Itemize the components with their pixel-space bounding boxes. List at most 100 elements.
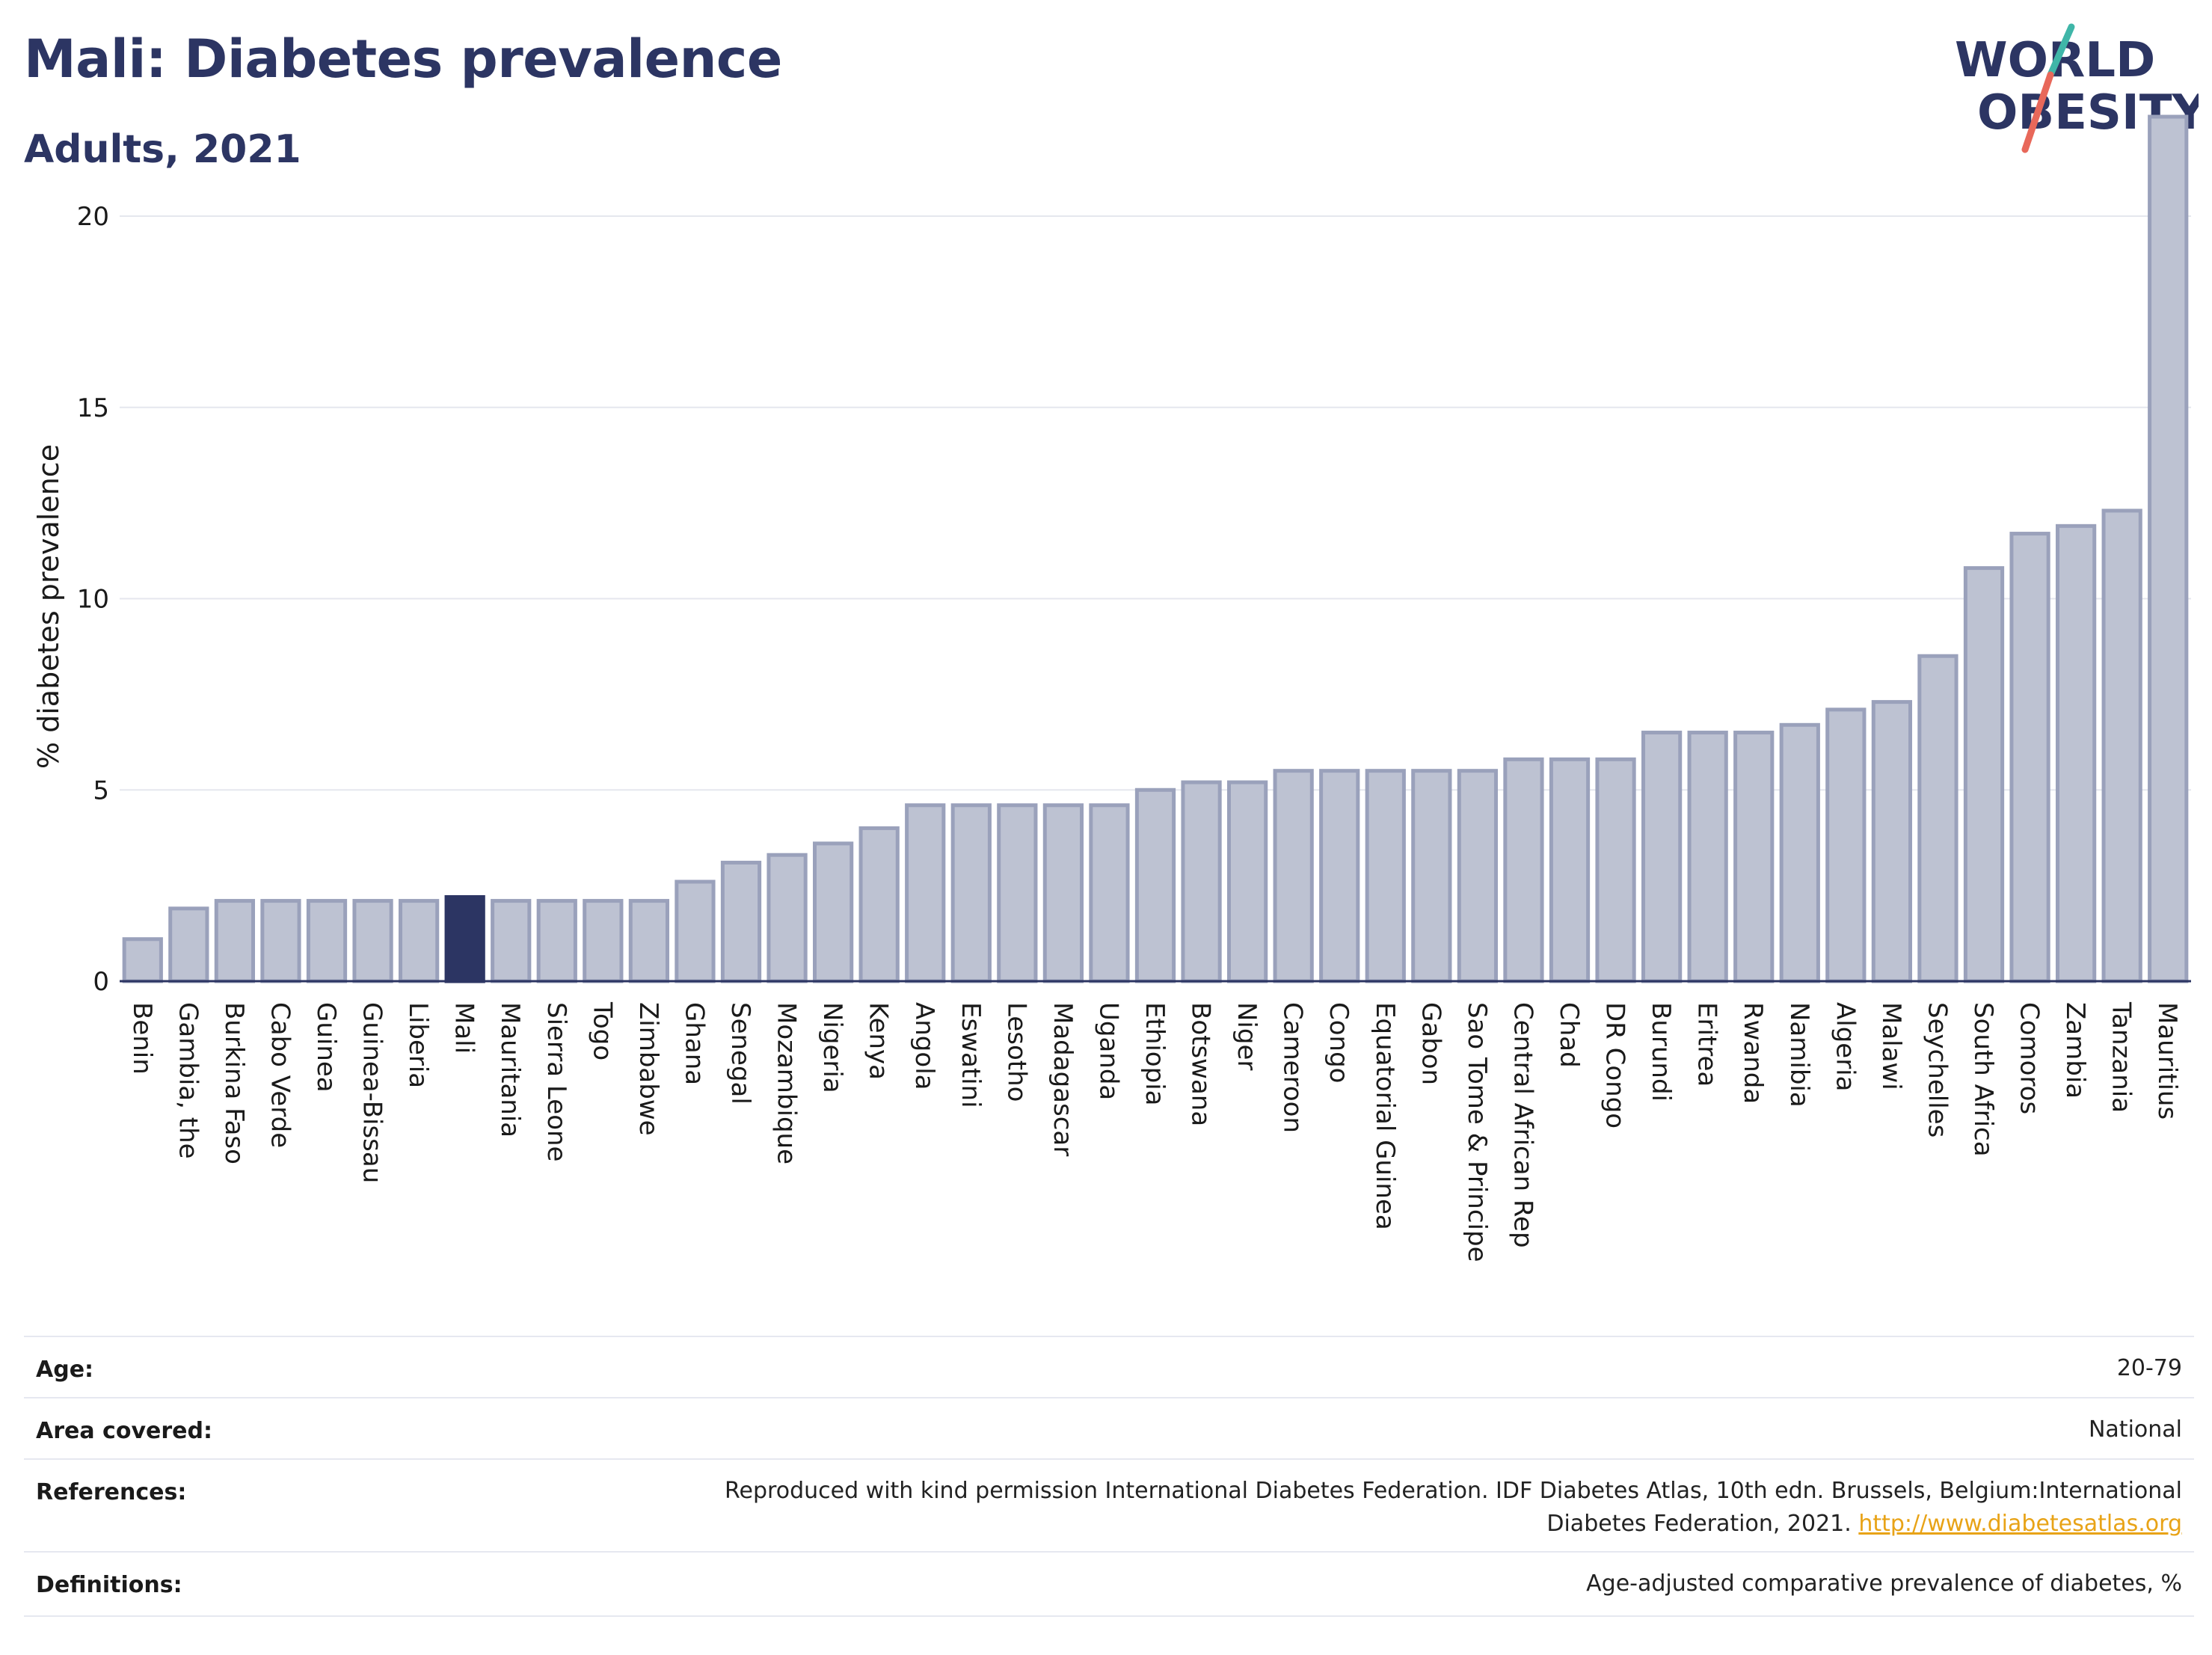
area-label: Area covered:	[36, 1418, 212, 1444]
y-tick-labels: 0 5 10 15 20	[77, 202, 109, 997]
bar-burkina-faso	[214, 899, 256, 983]
x-tick-label: Chad	[1554, 1002, 1584, 1068]
bar-seychelles	[1917, 654, 1958, 983]
x-tick-label: Rwanda	[1738, 1002, 1768, 1104]
x-tick-label: Tanzania	[2107, 1001, 2136, 1113]
page-subtitle: Adults, 2021	[24, 127, 301, 172]
x-tick-label: Lesotho	[1001, 1002, 1031, 1102]
y-tick-label: 15	[77, 393, 109, 423]
x-tick-label: Namibia	[1784, 1002, 1814, 1108]
x-tick-labels: Benin Gambia, the Burkina Faso Cabo Verde Gu…	[127, 1001, 2182, 1262]
age-label: Age:	[36, 1357, 94, 1383]
age-value: 20-79	[2116, 1355, 2182, 1381]
x-tick-label: Sao Tome & Principe	[1462, 1002, 1492, 1262]
bar-cameroon	[1273, 769, 1314, 983]
x-tick-label: Senegal	[725, 1002, 755, 1105]
bar-eswatini	[950, 803, 992, 983]
bar-equatorial-guinea	[1365, 769, 1406, 983]
bar-south-africa	[1963, 566, 2005, 983]
bar-lesotho	[997, 803, 1038, 983]
x-tick-label: Mali	[449, 1002, 479, 1054]
bar-senegal	[720, 860, 762, 983]
x-tick-label: Malawi	[1876, 1002, 1906, 1090]
y-tick-label: 20	[77, 202, 109, 232]
y-axis-label: % diabetes prevalence	[32, 444, 65, 769]
bar-eritrea	[1687, 731, 1728, 983]
x-tick-label: South Africa	[1968, 1002, 1998, 1157]
references-label: References:	[36, 1479, 187, 1505]
references-value: Reproduced with kind permission Internat…	[387, 1475, 2182, 1541]
bars	[122, 114, 2189, 983]
x-tick-label: Ethiopia	[1140, 1002, 1170, 1105]
x-tick-label: Eritrea	[1692, 1002, 1722, 1087]
bar-guinea-bissau	[352, 899, 393, 983]
meta-row-age: Age: 20-79	[24, 1336, 2194, 1398]
bar-algeria	[1825, 707, 1867, 983]
x-tick-label: Mauritania	[495, 1002, 525, 1137]
x-tick-label: Madagascar	[1048, 1002, 1078, 1156]
bar-malawi	[1871, 700, 1913, 983]
x-tick-label: Burundi	[1646, 1002, 1676, 1102]
definitions-value: Age-adjusted comparative prevalence of d…	[1586, 1570, 2182, 1597]
bar-zimbabwe	[628, 899, 670, 983]
x-tick-label: Mauritius	[2152, 1002, 2182, 1120]
logo-slash-top	[2047, 23, 2075, 79]
x-tick-label: Congo	[1324, 1002, 1354, 1083]
bar-guinea	[306, 899, 348, 983]
bar-burundi	[1641, 731, 1683, 983]
bar-mauritania	[491, 899, 532, 983]
bar-namibia	[1779, 722, 1820, 983]
bar-gabon	[1411, 769, 1452, 983]
bar-cabo-verde	[260, 899, 301, 983]
diabetes-atlas-link[interactable]: http://www.diabetesatlas.org	[1858, 1511, 2182, 1537]
y-tick-label: 10	[77, 585, 109, 615]
x-tick-label: Sierra Leone	[541, 1002, 571, 1161]
x-tick-label: Central African Rep	[1508, 1002, 1537, 1248]
x-tick-label: Uganda	[1093, 1002, 1123, 1100]
x-tick-label: Guinea	[311, 1002, 341, 1093]
x-tick-label: Eswatini	[956, 1002, 986, 1108]
bar-liberia	[398, 899, 440, 983]
y-tick-label: 5	[93, 776, 109, 805]
bar-sierra-leone	[536, 899, 577, 983]
world-obesity-logo: WORLD OBESITY	[1955, 23, 2199, 153]
bar-uganda	[1089, 803, 1130, 983]
bar-benin	[122, 937, 163, 983]
definitions-label: Definitions:	[36, 1572, 182, 1598]
bar-mozambique	[766, 853, 808, 983]
x-tick-label: Seychelles	[1922, 1002, 1952, 1137]
x-tick-label: DR Congo	[1600, 1002, 1630, 1129]
x-tick-label: Guinea-Bissau	[357, 1002, 387, 1183]
x-tick-label: Benin	[127, 1002, 157, 1075]
x-tick-label: Togo	[587, 1001, 617, 1060]
x-tick-label: Cameroon	[1278, 1002, 1308, 1133]
y-tick-label: 0	[93, 967, 109, 997]
x-tick-label: Algeria	[1830, 1002, 1860, 1091]
page-title: Mali: Diabetes prevalence	[24, 28, 782, 90]
x-tick-label: Nigeria	[817, 1002, 847, 1093]
bar-sao-tome-principe	[1457, 769, 1499, 983]
x-tick-label: Comoros	[2015, 1002, 2044, 1114]
x-tick-label: Mozambique	[772, 1002, 802, 1164]
bar-chart: 0 5 10 15 20 Benin Gambia, the Burkina Faso Cab…	[32, 114, 2191, 1262]
x-tick-label: Botswana	[1186, 1002, 1216, 1126]
x-tick-label: Gabon	[1416, 1002, 1446, 1085]
bar-congo	[1319, 769, 1360, 983]
bar-zambia	[2055, 523, 2097, 983]
x-tick-label: Gambia, the	[173, 1002, 203, 1159]
bar-togo	[583, 899, 624, 983]
x-tick-label: Liberia	[403, 1002, 433, 1088]
meta-row-area: Area covered: National	[24, 1397, 2194, 1460]
bar-gambia-the	[168, 906, 209, 983]
x-tick-label: Equatorial Guinea	[1370, 1002, 1400, 1230]
bar-kenya	[858, 826, 900, 983]
references-line2-wrap: Diabetes Federation, 2021. http://www.di…	[387, 1508, 2182, 1541]
references-line2: Diabetes Federation, 2021.	[1546, 1511, 1852, 1537]
x-tick-label: Zambia	[2060, 1002, 2090, 1099]
x-tick-label: Ghana	[679, 1002, 709, 1085]
bar-mauritius	[2148, 114, 2189, 983]
bar-mali	[444, 894, 485, 983]
meta-row-definitions: Definitions: Age-adjusted comparative pr…	[24, 1551, 2194, 1617]
meta-row-references: References: Reproduced with kind permiss…	[24, 1458, 2194, 1553]
references-line1: Reproduced with kind permission Internat…	[725, 1478, 2182, 1504]
